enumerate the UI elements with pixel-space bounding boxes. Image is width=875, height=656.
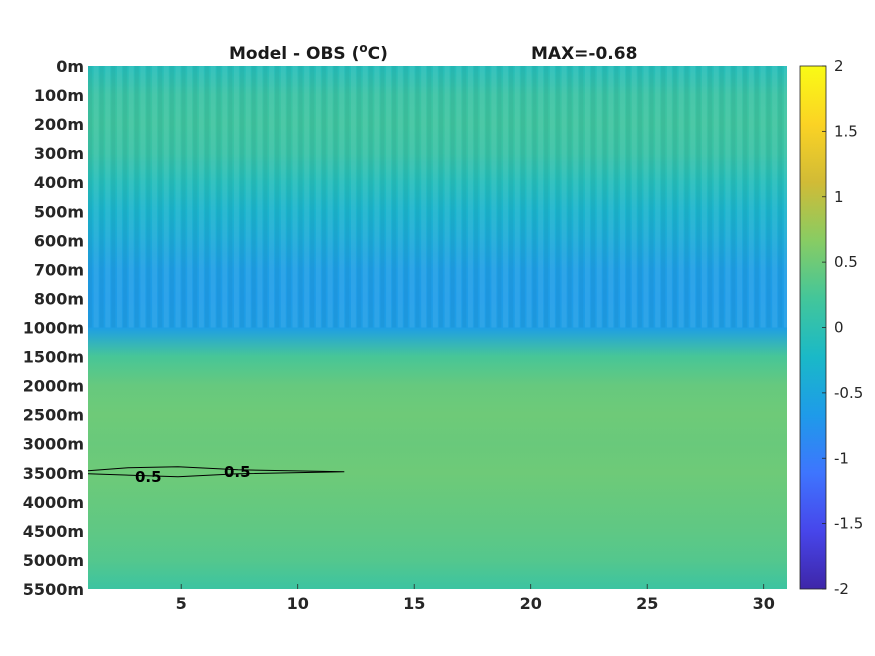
heatmap-striations xyxy=(88,66,787,328)
colorbar-tick-label: 2 xyxy=(834,57,844,75)
y-tick-label: 600m xyxy=(34,231,84,250)
x-tick-label: 10 xyxy=(287,594,309,613)
colorbar-ticks: 2 1.5 1 0.5 0 -0.5 -1 -1.5 -2 xyxy=(822,57,863,598)
y-tick-label: 800m xyxy=(34,289,84,308)
contour-layer: 0.5 0.5 xyxy=(87,463,345,486)
y-axis-ticks: 0m 100m 200m 300m 400m 500m 600m 700m 800m 1000m 1… xyxy=(23,57,84,599)
y-tick-label: 5000m xyxy=(23,551,84,570)
y-tick-label: 200m xyxy=(34,115,84,134)
colorbar-gradient xyxy=(799,65,827,590)
y-tick-label: 700m xyxy=(34,260,84,279)
y-tick-label: 500m xyxy=(34,202,84,221)
colorbar-tick-label: -1.5 xyxy=(834,515,863,533)
y-tick-label: 4000m xyxy=(23,493,84,512)
x-tick-label: 30 xyxy=(753,594,775,613)
y-tick-label: 2000m xyxy=(23,377,84,396)
colorbar-tick-label: 0 xyxy=(834,319,844,337)
colorbar: 2 1.5 1 0.5 0 -0.5 -1 -1.5 -2 xyxy=(799,57,863,598)
y-tick-label: 3000m xyxy=(23,435,84,454)
heatmap-area: 0.5 0.5 xyxy=(87,66,787,589)
x-tick-label: 20 xyxy=(520,594,542,613)
contour-label: 0.5 xyxy=(224,463,251,481)
colorbar-tick-label: 0.5 xyxy=(834,253,858,271)
colorbar-tick-label: 1.5 xyxy=(834,122,858,140)
y-tick-label: 3500m xyxy=(23,464,84,483)
x-axis-ticks: 5 10 15 20 25 30 xyxy=(176,584,775,613)
y-tick-label: 1000m xyxy=(23,319,84,338)
y-tick-label: 2500m xyxy=(23,406,84,425)
contour-line xyxy=(87,466,345,478)
y-tick-label: 4500m xyxy=(23,522,84,541)
y-tick-label: 0m xyxy=(56,57,84,76)
max-annotation: MAX=-0.68 xyxy=(531,44,637,64)
y-tick-label: 100m xyxy=(34,86,84,105)
y-tick-label: 5500m xyxy=(23,580,84,599)
x-tick-label: 15 xyxy=(403,594,425,613)
chart-title: Model - OBS (oC) xyxy=(229,41,388,64)
colorbar-tick-label: -0.5 xyxy=(834,384,863,402)
x-tick-label: 5 xyxy=(176,594,187,613)
colorbar-tick-label: -2 xyxy=(834,580,849,598)
colorbar-tick-label: -1 xyxy=(834,449,849,467)
contour-label: 0.5 xyxy=(135,468,162,486)
colorbar-tick-label: 1 xyxy=(834,188,844,206)
x-tick-label: 25 xyxy=(636,594,658,613)
y-tick-label: 300m xyxy=(34,144,84,163)
y-tick-label: 400m xyxy=(34,173,84,192)
y-tick-label: 1500m xyxy=(23,348,84,367)
